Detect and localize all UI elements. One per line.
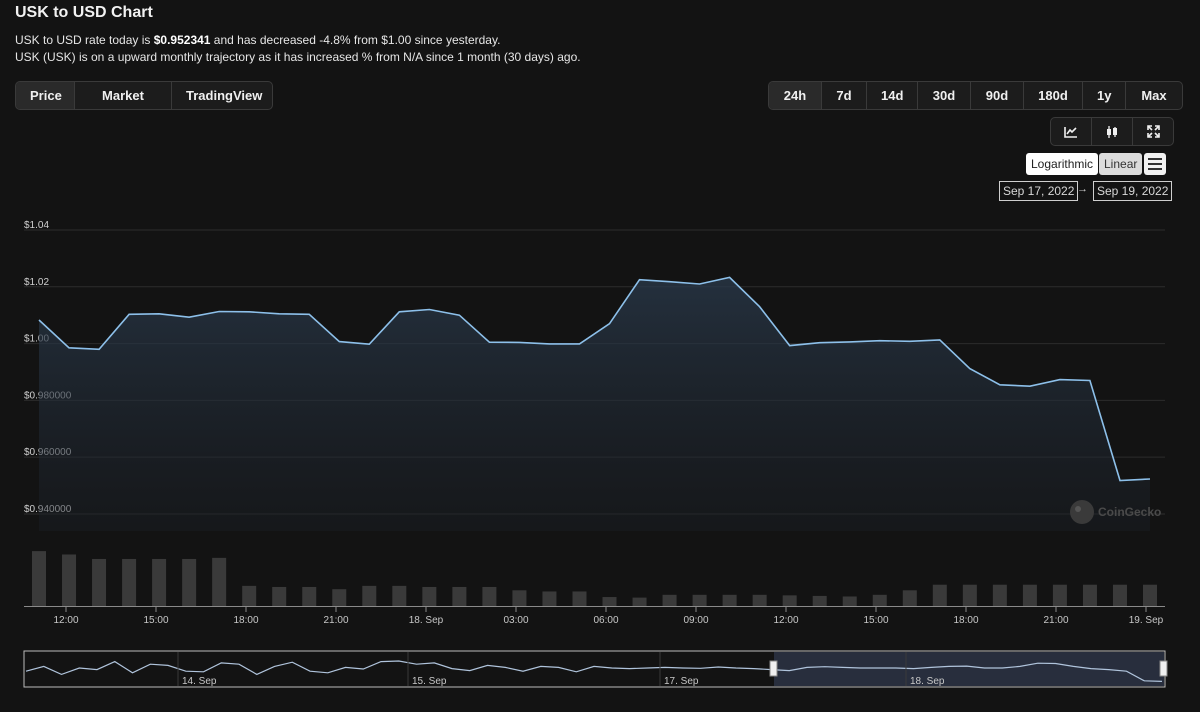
volume-bar	[902, 590, 917, 606]
volume-bar	[752, 594, 767, 606]
range-max[interactable]: Max	[1141, 88, 1167, 103]
volume-bar	[212, 557, 227, 606]
volume-bar	[152, 558, 167, 606]
volume-bar	[1022, 584, 1037, 606]
candlestick-icon[interactable]	[1092, 118, 1133, 145]
volume-bar	[92, 558, 107, 606]
volume-bar	[242, 585, 257, 606]
x-tick-label: 09:00	[683, 615, 708, 626]
x-tick-label: 18:00	[953, 615, 978, 626]
rate-suffix: and has decreased -4.8% from $1.00 since…	[210, 33, 501, 47]
x-tick-label: 15:00	[143, 615, 168, 626]
navigator-selection[interactable]	[774, 652, 1164, 686]
range-90d[interactable]: 90d	[971, 82, 1024, 109]
fullscreen-icon[interactable]	[1133, 118, 1173, 145]
watermark-text: CoinGecko	[1098, 505, 1161, 519]
x-tick-label: 15:00	[863, 615, 888, 626]
volume-bar	[422, 586, 437, 606]
logarithmic-button[interactable]: Logarithmic	[1026, 153, 1099, 175]
volume-bar	[692, 594, 707, 606]
volume-bar	[512, 590, 527, 606]
x-tick-label: 03:00	[503, 615, 528, 626]
hamburger-menu-icon[interactable]	[1144, 153, 1166, 175]
rate-prefix: USK to USD rate today is	[15, 33, 154, 47]
volume-bar	[722, 594, 737, 606]
volume-bar	[392, 585, 407, 606]
y-tick-label: $0.940000	[24, 504, 72, 515]
volume-bar	[662, 594, 677, 606]
volume-bar	[632, 597, 647, 606]
x-tick-label: 06:00	[593, 615, 618, 626]
navigator: 14. Sep 15. Sep 17. Sep 18. Sep	[23, 650, 1168, 688]
volume-bar	[452, 586, 467, 606]
range-24h[interactable]: 24h	[769, 82, 822, 109]
range-30d[interactable]: 30d	[918, 82, 971, 109]
y-tick-label: $1.02	[24, 277, 49, 288]
volume-bar	[842, 596, 857, 606]
volume-bar	[1143, 584, 1157, 606]
navigator-label: 18. Sep	[910, 676, 945, 687]
price-area	[39, 277, 1150, 531]
range-180d[interactable]: 180d	[1024, 82, 1083, 109]
volume-bar	[542, 591, 557, 606]
volume-bar	[122, 558, 137, 606]
navigator-label: 17. Sep	[664, 676, 699, 687]
range-1y[interactable]: 1y	[1083, 82, 1126, 109]
navigator-line	[25, 660, 1163, 682]
x-tick-label: 21:00	[323, 615, 348, 626]
y-tick-label: $0.960000	[24, 447, 72, 458]
coingecko-logo: CoinGecko	[1070, 500, 1161, 524]
volume-bar	[332, 589, 347, 606]
y-tick-label: $1.00	[24, 334, 49, 345]
volume-bar	[1052, 584, 1067, 606]
navigator-label: 15. Sep	[412, 676, 447, 687]
linear-button[interactable]: Linear	[1099, 153, 1143, 175]
range-14d[interactable]: 14d	[867, 82, 918, 109]
volume-bar	[962, 584, 977, 606]
volume-bar	[1112, 584, 1127, 606]
navigator-right-handle[interactable]	[1159, 660, 1168, 677]
volume-bar	[1082, 584, 1097, 606]
tab-tradingview[interactable]: TradingView	[186, 88, 263, 103]
volume-bar	[572, 591, 587, 606]
line-chart-icon[interactable]	[1051, 118, 1092, 145]
tab-market-cap[interactable]: Market Cap	[75, 82, 172, 109]
y-tick-label: $1.04	[24, 220, 49, 231]
volume-bar	[932, 584, 947, 606]
volume-bar	[482, 586, 497, 606]
volume-bar	[32, 551, 46, 606]
rate-description: USK to USD rate today is $0.952341 and h…	[15, 33, 500, 47]
price-line	[38, 276, 1151, 482]
x-tick-label: 21:00	[1043, 615, 1068, 626]
chart-tabs: Price Market Cap TradingView	[15, 81, 273, 110]
x-tick-label: 18:00	[233, 615, 258, 626]
volume-bar	[782, 595, 797, 606]
range-7d[interactable]: 7d	[822, 82, 867, 109]
page-title: USK to USD Chart	[15, 4, 153, 21]
y-tick-label: $0.980000	[24, 390, 72, 401]
volume-bar	[362, 585, 377, 606]
chart-type-selector	[1050, 117, 1174, 146]
date-to-input[interactable]: Sep 19, 2022	[1093, 181, 1173, 201]
volume-bar	[872, 594, 887, 606]
trajectory-description: USK (USK) is on a upward monthly traject…	[15, 50, 581, 64]
volume-bar	[812, 595, 827, 606]
range-selector: 24h 7d 14d 30d 90d 180d 1y Max	[768, 81, 1183, 110]
current-rate: $0.952341	[153, 33, 211, 47]
navigator-label: 14. Sep	[182, 676, 217, 687]
volume-bar	[182, 558, 197, 606]
x-tick-label: 12:00	[53, 615, 78, 626]
volume-bar	[62, 554, 77, 606]
x-tick-label: 12:00	[773, 615, 798, 626]
volume-bar	[992, 584, 1007, 606]
volume-bar	[302, 586, 317, 606]
tab-price[interactable]: Price	[16, 82, 75, 109]
x-tick-label: 18. Sep	[409, 615, 444, 626]
x-tick-label: 19. Sep	[1129, 615, 1164, 626]
date-from-input[interactable]: Sep 17, 2022	[999, 181, 1079, 201]
date-range-arrow: →	[1077, 183, 1088, 195]
volume-bar	[272, 586, 287, 606]
volume-bar	[602, 597, 617, 606]
navigator-left-handle[interactable]	[769, 660, 778, 677]
